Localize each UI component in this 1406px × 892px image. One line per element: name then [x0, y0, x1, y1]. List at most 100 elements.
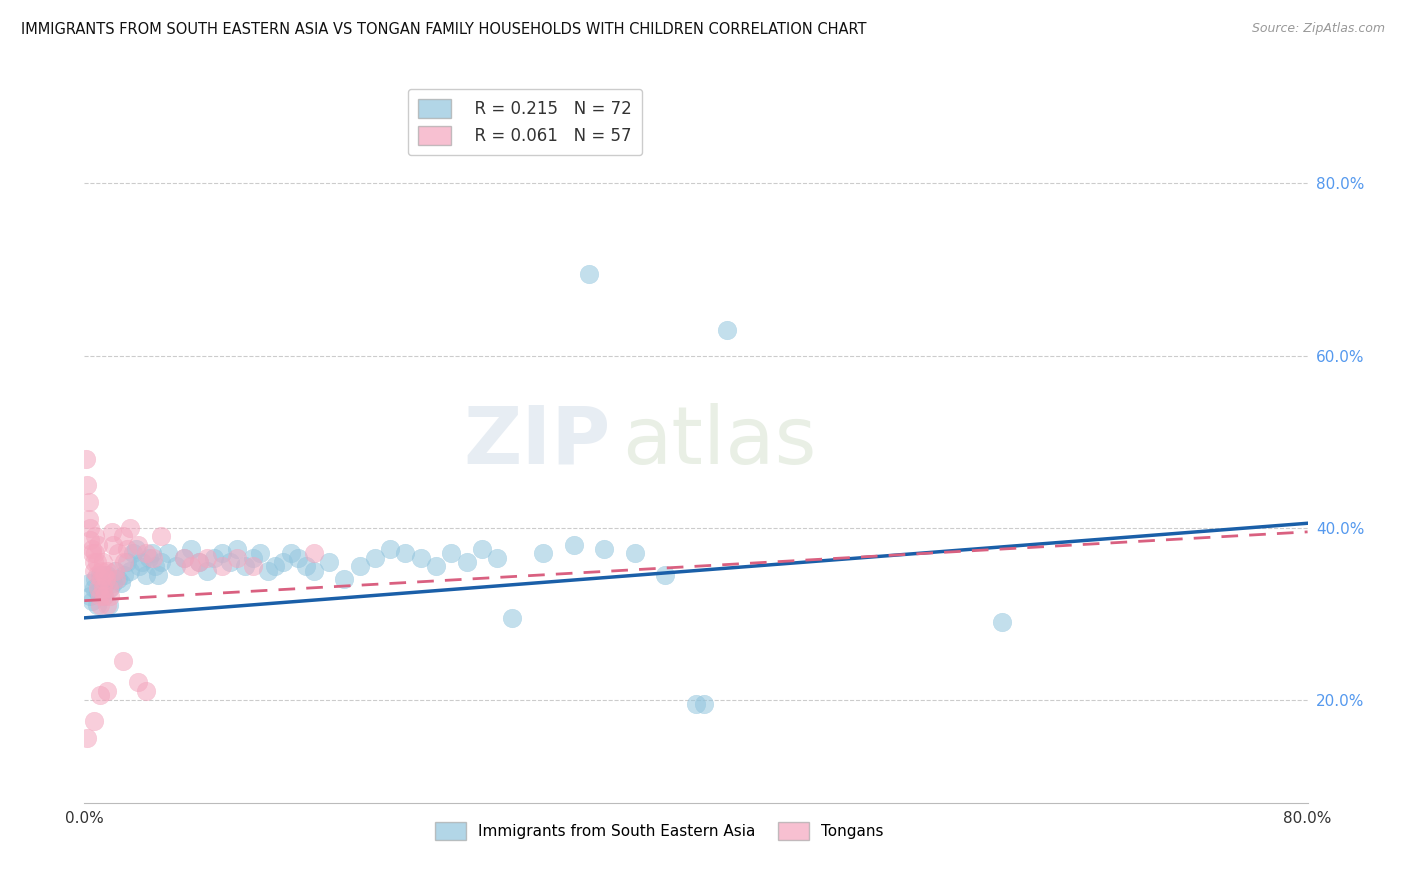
- Point: [120, 564, 142, 578]
- Point: [86, 567, 108, 582]
- Point: [364, 550, 387, 565]
- Point: [242, 559, 264, 574]
- Point: [83, 581, 105, 595]
- Point: [302, 546, 325, 560]
- Point: [264, 559, 287, 574]
- Point: [624, 546, 647, 560]
- Point: [242, 550, 264, 565]
- Point: [90, 564, 112, 578]
- Point: [125, 542, 148, 557]
- Point: [138, 550, 160, 565]
- Point: [91, 555, 114, 569]
- Point: [318, 555, 340, 569]
- Point: [83, 564, 105, 578]
- Point: [180, 559, 202, 574]
- Point: [295, 559, 318, 574]
- Point: [149, 555, 172, 569]
- Point: [180, 542, 202, 557]
- Point: [280, 546, 302, 560]
- Point: [103, 538, 125, 552]
- Point: [84, 546, 107, 560]
- Point: [80, 542, 103, 557]
- Point: [98, 581, 121, 595]
- Point: [257, 564, 280, 578]
- Point: [226, 542, 249, 557]
- Point: [249, 546, 271, 560]
- Point: [188, 555, 211, 569]
- Point: [394, 546, 416, 560]
- Point: [287, 550, 309, 565]
- Point: [103, 576, 125, 591]
- Text: atlas: atlas: [623, 402, 817, 481]
- Point: [211, 559, 233, 574]
- Point: [89, 590, 111, 604]
- Point: [87, 538, 110, 552]
- Point: [101, 524, 124, 539]
- Point: [83, 555, 105, 569]
- Point: [89, 598, 111, 612]
- Point: [486, 550, 509, 565]
- Point: [692, 697, 714, 711]
- Point: [120, 520, 142, 534]
- Point: [91, 585, 114, 599]
- Point: [105, 572, 128, 586]
- Point: [86, 598, 108, 612]
- Point: [89, 567, 111, 582]
- Text: IMMIGRANTS FROM SOUTH EASTERN ASIA VS TONGAN FAMILY HOUSEHOLDS WITH CHILDREN COR: IMMIGRANTS FROM SOUTH EASTERN ASIA VS TO…: [21, 22, 866, 37]
- Point: [93, 590, 115, 604]
- Text: ZIP: ZIP: [463, 402, 610, 481]
- Point: [165, 559, 187, 574]
- Point: [80, 593, 103, 607]
- Point: [271, 555, 294, 569]
- Point: [143, 559, 166, 574]
- Point: [91, 581, 114, 595]
- Point: [86, 555, 108, 569]
- Point: [333, 572, 356, 586]
- Point: [440, 546, 463, 560]
- Point: [76, 477, 98, 491]
- Point: [94, 576, 117, 591]
- Point: [195, 564, 218, 578]
- Point: [654, 567, 676, 582]
- Point: [211, 546, 233, 560]
- Point: [94, 572, 117, 586]
- Point: [115, 542, 138, 557]
- Point: [76, 731, 98, 746]
- Point: [104, 564, 127, 578]
- Point: [127, 675, 149, 690]
- Point: [96, 598, 118, 612]
- Point: [89, 688, 111, 702]
- Point: [593, 542, 616, 557]
- Point: [142, 550, 165, 565]
- Point: [128, 559, 150, 574]
- Point: [218, 555, 240, 569]
- Point: [79, 533, 101, 548]
- Point: [97, 581, 120, 595]
- Point: [471, 542, 494, 557]
- Point: [188, 555, 211, 569]
- Point: [84, 529, 107, 543]
- Point: [87, 585, 110, 599]
- Point: [96, 684, 118, 698]
- Point: [135, 546, 157, 560]
- Point: [991, 615, 1014, 630]
- Point: [97, 598, 120, 612]
- Point: [131, 555, 153, 569]
- Text: Source: ZipAtlas.com: Source: ZipAtlas.com: [1251, 22, 1385, 36]
- Point: [425, 559, 447, 574]
- Point: [226, 550, 249, 565]
- Point: [77, 494, 100, 508]
- Point: [716, 323, 738, 337]
- Point: [531, 546, 554, 560]
- Point: [84, 572, 107, 586]
- Point: [502, 611, 524, 625]
- Point: [685, 697, 707, 711]
- Point: [110, 576, 132, 591]
- Point: [202, 550, 225, 565]
- Point: [173, 550, 195, 565]
- Point: [75, 451, 97, 466]
- Point: [141, 546, 163, 560]
- Point: [90, 581, 112, 595]
- Point: [456, 555, 478, 569]
- Point: [93, 590, 115, 604]
